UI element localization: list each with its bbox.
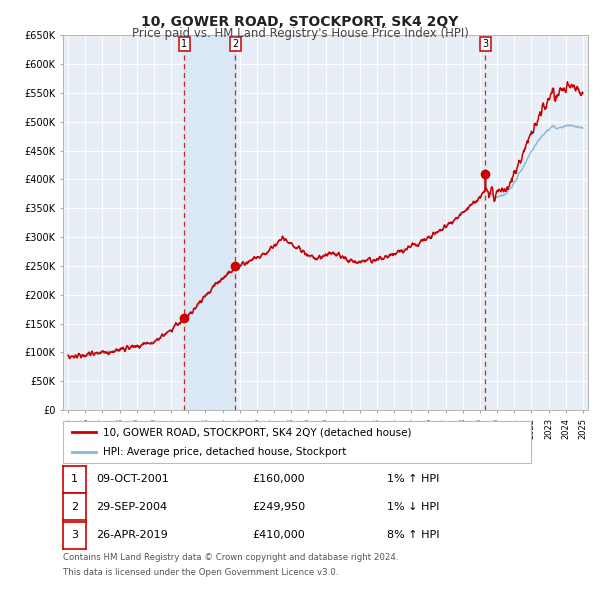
Text: 10, GOWER ROAD, STOCKPORT, SK4 2QY: 10, GOWER ROAD, STOCKPORT, SK4 2QY (142, 15, 458, 29)
Text: £249,950: £249,950 (252, 502, 305, 512)
Text: £160,000: £160,000 (252, 474, 305, 484)
Text: HPI: Average price, detached house, Stockport: HPI: Average price, detached house, Stoc… (103, 447, 346, 457)
Text: Price paid vs. HM Land Registry's House Price Index (HPI): Price paid vs. HM Land Registry's House … (131, 27, 469, 40)
Text: 1% ↑ HPI: 1% ↑ HPI (387, 474, 439, 484)
Text: 26-APR-2019: 26-APR-2019 (96, 530, 168, 540)
Text: 3: 3 (482, 39, 488, 49)
Text: 2: 2 (232, 39, 239, 49)
Text: £410,000: £410,000 (252, 530, 305, 540)
Text: 1: 1 (71, 474, 78, 484)
Text: Contains HM Land Registry data © Crown copyright and database right 2024.: Contains HM Land Registry data © Crown c… (63, 553, 398, 562)
Text: 09-OCT-2001: 09-OCT-2001 (96, 474, 169, 484)
Text: This data is licensed under the Open Government Licence v3.0.: This data is licensed under the Open Gov… (63, 568, 338, 577)
Text: 2: 2 (71, 502, 78, 512)
Text: 3: 3 (71, 530, 78, 540)
Text: 8% ↑ HPI: 8% ↑ HPI (387, 530, 439, 540)
Text: 1% ↓ HPI: 1% ↓ HPI (387, 502, 439, 512)
Bar (184, 35, 235, 410)
Text: 1: 1 (181, 39, 187, 49)
Text: 29-SEP-2004: 29-SEP-2004 (96, 502, 167, 512)
Text: 10, GOWER ROAD, STOCKPORT, SK4 2QY (detached house): 10, GOWER ROAD, STOCKPORT, SK4 2QY (deta… (103, 427, 411, 437)
